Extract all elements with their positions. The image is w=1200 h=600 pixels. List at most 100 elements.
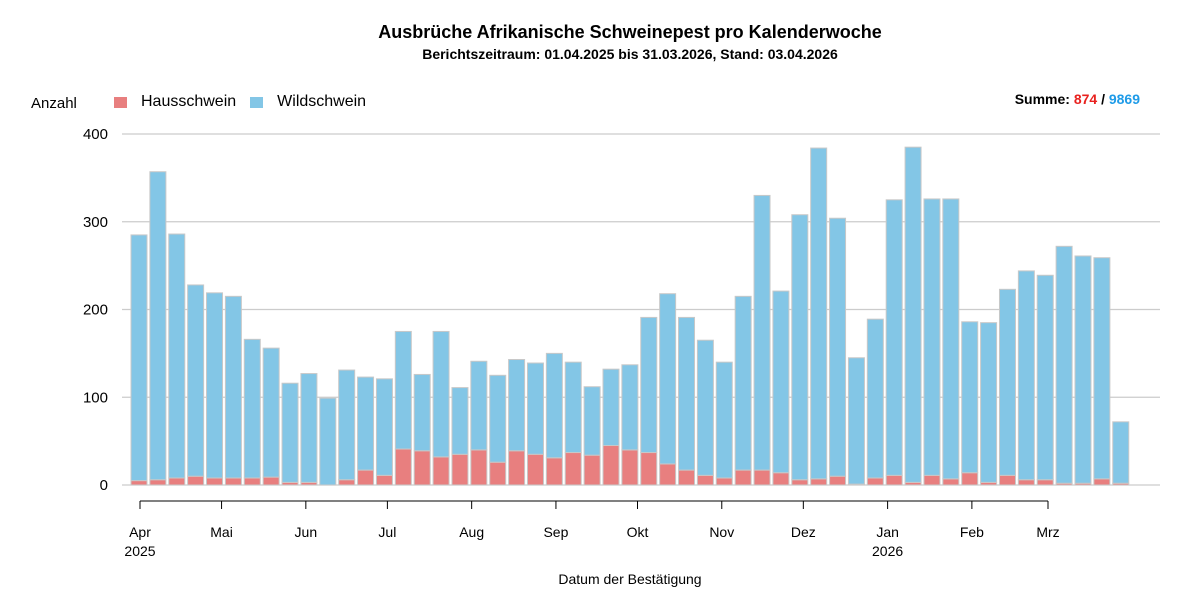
bar-wildschwein	[583, 386, 601, 456]
x-tick-label: Aug	[459, 524, 484, 540]
bar-wildschwein	[545, 352, 563, 459]
legend-swatch-wildschwein	[250, 96, 264, 108]
bar-hausschwein	[206, 477, 224, 486]
legend-swatch-hausschwein	[114, 96, 127, 108]
bar-hausschwein	[772, 472, 790, 486]
bar-hausschwein	[640, 452, 658, 486]
bar-wildschwein	[847, 357, 865, 485]
x-tick-label: Mrz	[1036, 524, 1059, 540]
bar-wildschwein	[130, 234, 148, 482]
bar-hausschwein	[262, 476, 280, 486]
bar-wildschwein	[904, 146, 922, 483]
x-tick-label: Nov	[709, 524, 734, 540]
bar-wildschwein	[885, 199, 903, 476]
bar-hausschwein	[678, 469, 696, 486]
x-tick-label: Okt	[627, 524, 649, 540]
bar-hausschwein	[470, 449, 488, 486]
bar-hausschwein	[696, 474, 714, 486]
bar-hausschwein	[394, 448, 412, 486]
bar-wildschwein	[678, 316, 696, 471]
bar-hausschwein	[1017, 479, 1035, 486]
bar-wildschwein	[961, 321, 979, 474]
bar-wildschwein	[753, 194, 771, 471]
x-tick-label: Sep	[543, 524, 568, 540]
bar-hausschwein	[1036, 479, 1054, 486]
bar-hausschwein	[508, 450, 526, 486]
chart-title: Ausbrüche Afrikanische Schweinepest pro …	[378, 22, 882, 42]
bar-hausschwein	[489, 461, 507, 486]
bar-wildschwein	[262, 347, 280, 478]
bar-hausschwein	[375, 474, 393, 486]
bar-wildschwein	[810, 147, 828, 480]
bar-hausschwein	[923, 474, 941, 486]
x-axis-label: Datum der Bestätigung	[558, 571, 701, 587]
bar-wildschwein	[866, 318, 884, 479]
bar-wildschwein	[942, 198, 960, 480]
bar-wildschwein	[923, 198, 941, 476]
bar-wildschwein	[206, 292, 224, 479]
summe-separator: /	[1101, 91, 1105, 107]
bar-hausschwein	[357, 469, 375, 486]
bar-wildschwein	[1017, 270, 1035, 481]
y-tick-label: 100	[83, 389, 108, 406]
legend-label-hausschwein: Hausschwein	[141, 93, 237, 110]
bar-wildschwein	[394, 330, 412, 450]
y-tick-label: 200	[83, 302, 108, 319]
bar-wildschwein	[1074, 255, 1092, 484]
bar-hausschwein	[866, 477, 884, 486]
bar-wildschwein	[1055, 245, 1073, 484]
bar-wildschwein	[791, 214, 809, 481]
bar-hausschwein	[942, 478, 960, 486]
bar-wildschwein	[149, 171, 167, 481]
bar-wildschwein	[432, 330, 450, 458]
bar-hausschwein	[224, 477, 242, 486]
bar-hausschwein	[829, 475, 847, 486]
bar-hausschwein	[885, 474, 903, 486]
bar-hausschwein	[659, 463, 677, 486]
bar-hausschwein	[432, 456, 450, 486]
bar-wildschwein	[489, 374, 507, 463]
chart-subtitle: Berichtszeitraum: 01.04.2025 bis 31.03.2…	[422, 46, 838, 62]
bar-hausschwein	[583, 454, 601, 486]
x-tick-label: Dez	[791, 524, 816, 540]
y-tick-label: 0	[100, 477, 108, 494]
bar-hausschwein	[753, 469, 771, 486]
bar-wildschwein	[243, 338, 261, 479]
legend-label-wildschwein: Wildschwein	[277, 93, 367, 110]
y-tick-label: 300	[83, 214, 108, 231]
x-tick-label: Jan	[876, 524, 899, 540]
x-tick-label: Mai	[210, 524, 233, 540]
x-tick-label: Apr	[129, 524, 151, 540]
bar-hausschwein	[621, 449, 639, 486]
bar-hausschwein	[187, 475, 205, 486]
bar-hausschwein	[961, 472, 979, 486]
bar-wildschwein	[526, 362, 544, 455]
bar-hausschwein	[130, 480, 148, 486]
bar-wildschwein	[413, 373, 431, 452]
bar-hausschwein	[734, 469, 752, 486]
bar-hausschwein	[168, 477, 186, 486]
bar-wildschwein	[659, 293, 677, 465]
bar-hausschwein	[810, 478, 828, 486]
bar-wildschwein	[602, 368, 620, 447]
legend: Hausschwein Wildschwein	[114, 93, 380, 111]
bar-hausschwein	[451, 453, 469, 486]
bar-wildschwein	[451, 387, 469, 455]
bar-hausschwein	[564, 452, 582, 486]
bar-wildschwein	[1093, 257, 1111, 480]
x-tick-label: Jul	[378, 524, 396, 540]
bar-wildschwein	[300, 373, 318, 483]
bar-wildschwein	[338, 369, 356, 481]
bar-hausschwein	[149, 479, 167, 486]
bar-wildschwein	[772, 290, 790, 474]
bar-wildschwein	[470, 360, 488, 451]
bar-wildschwein	[281, 382, 299, 483]
summe-readout: Summe: 874 / 9869	[1015, 91, 1140, 107]
bar-hausschwein	[243, 477, 261, 486]
bar-wildschwein	[508, 359, 526, 452]
bar-wildschwein	[168, 233, 186, 479]
bar-hausschwein	[998, 474, 1016, 486]
bar-wildschwein	[187, 284, 205, 477]
bar-wildschwein	[375, 378, 393, 476]
